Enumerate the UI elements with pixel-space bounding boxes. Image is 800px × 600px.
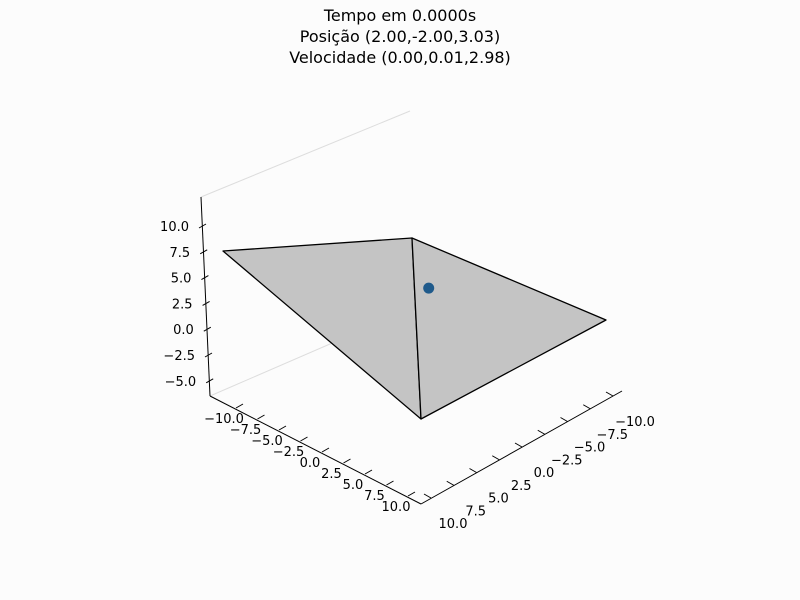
pane-edge-top [200,110,411,198]
y-axis-ticks: −10.0−7.5−5.0−2.50.02.55.07.510.0 [204,403,416,515]
x-tick-mark [560,417,568,422]
y-tick-mark [278,425,287,431]
y-tick-mark [235,403,244,409]
x-tick-label: 5.0 [488,492,509,507]
x-tick-label: −7.5 [596,428,628,443]
x-tick-mark [469,468,477,473]
y-tick-mark [343,458,351,464]
x-tick-label: 0.0 [534,466,555,481]
z-tick-label: 0.0 [173,323,194,338]
y-tick-mark [407,491,416,497]
y-tick-label: 0.0 [300,456,321,471]
y-tick-label: 2.5 [321,467,342,482]
point-marker [423,282,435,294]
x-tick-label: −5.0 [574,441,606,456]
x-tick-mark [537,429,545,435]
y-tick-mark [300,436,308,442]
x-axis-ticks: −10.0−7.5−5.0−2.50.02.55.07.510.0 [423,391,655,532]
z-axis-ticks: 10.0 7.5 5.0 2.5 0.0 −2.5 −5.0 [160,220,214,390]
y-tick-label: −2.5 [273,445,305,460]
x-tick-mark [423,493,432,499]
x-tick-label: 2.5 [511,479,532,494]
chart-title-velocity: Velocidade (0.00,0.01,2.98) [289,48,511,67]
z-tick-label: −5.0 [165,375,197,390]
z-tick-mark [201,275,209,281]
z-tick-mark [203,326,212,332]
z-tick-label: −2.5 [163,349,195,364]
x-tick-mark [446,480,454,486]
z-tick-mark [204,352,213,358]
y-axis-line [209,395,422,505]
z-tick-mark [205,378,214,384]
z-tick-label: 7.5 [170,246,191,261]
x-tick-label: −10.0 [615,415,655,430]
y-tick-mark [364,469,373,475]
y-tick-mark [386,480,394,486]
y-tick-label: 7.5 [364,489,385,504]
z-tick-mark [198,223,207,229]
chart-title-position: Posição (2.00,-2.00,3.03) [299,27,501,46]
x-axis-line [420,390,623,505]
y-tick-mark [321,447,330,453]
z-axis-line [200,196,211,397]
surface-face-left [222,237,422,420]
x-tick-label: −2.5 [551,453,583,468]
y-tick-label: −5.0 [251,434,283,449]
x-tick-mark [514,442,523,448]
z-tick-label: 5.0 [171,272,192,287]
z-tick-mark [199,249,208,255]
x-tick-mark [583,404,591,410]
chart-title-time: Tempo em 0.0000s [323,6,477,25]
z-tick-label: 2.5 [172,297,193,312]
y-tick-mark [257,414,265,420]
y-tick-label: 10.0 [382,500,411,515]
z-tick-label: 10.0 [160,220,189,235]
y-tick-label: −10.0 [204,412,244,427]
surface-face-right [411,237,607,420]
x-tick-label: 7.5 [465,504,486,519]
y-tick-label: 5.0 [343,478,364,493]
x-tick-mark [492,455,500,461]
y-tick-label: −7.5 [230,423,262,438]
x-tick-label: 10.0 [439,517,468,532]
x-tick-mark [605,391,614,397]
z-tick-mark [202,300,210,306]
